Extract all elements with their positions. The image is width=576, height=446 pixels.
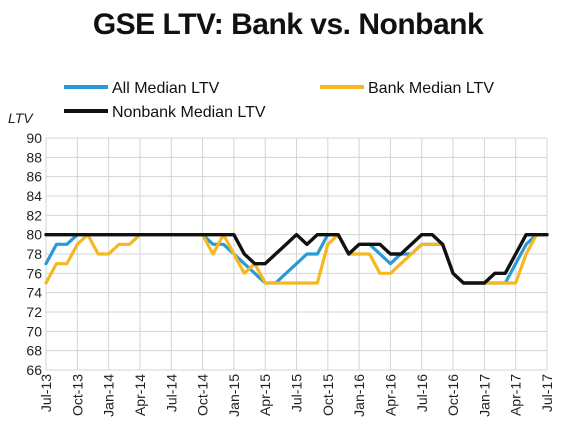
axis-layer: 66 68 70 72 74 76 78 80 82 84 86 88 90 Jul-13 Oct-13 Ja… (26, 130, 555, 417)
legend-label: Bank Median LTV (368, 80, 494, 97)
x-tick-label: Apr-15 (257, 374, 273, 416)
legend: All Median LTV Bank Median LTV Nonbank Med… (64, 80, 494, 121)
x-tick-label: Jul-16 (414, 374, 430, 412)
x-tick-label: Jan-16 (351, 374, 367, 417)
x-tick-label: Jul-17 (539, 374, 555, 412)
y-tick-label: 86 (26, 169, 42, 185)
x-tick-label: Apr-14 (132, 374, 148, 416)
grid-layer (45, 137, 548, 371)
y-tick-label: 76 (26, 265, 42, 281)
chart-title: GSE LTV: Bank vs. Nonbank (92, 8, 484, 41)
x-tick-label: Oct-14 (195, 374, 211, 416)
y-tick-label: 84 (26, 188, 42, 204)
x-tick-label: Jul-13 (38, 374, 54, 412)
y-tick-label: 80 (26, 227, 42, 243)
y-tick-label: 82 (26, 207, 42, 223)
legend-label: All Median LTV (112, 80, 220, 97)
x-tick-label: Oct-15 (320, 374, 336, 416)
y-tick-label: 74 (26, 285, 42, 301)
x-tick-label: Oct-13 (69, 374, 85, 416)
y-tick-label: 72 (26, 304, 42, 320)
x-tick-label: Oct-16 (445, 374, 461, 416)
x-tick-label: Jan-15 (226, 374, 242, 417)
series-line-nonbank-median-ltv (44, 232, 549, 285)
y-tick-label: 66 (26, 362, 42, 378)
series-layer (44, 232, 549, 285)
y-tick-label: 90 (26, 130, 42, 146)
legend-label: Nonbank Median LTV (112, 104, 266, 121)
y-tick-label: 88 (26, 149, 42, 165)
y-tick-label: 78 (26, 246, 42, 262)
x-tick-label: Apr-16 (382, 374, 398, 416)
x-tick-label: Jan-17 (476, 374, 492, 417)
x-tick-label: Jul-14 (163, 374, 179, 412)
x-tick-label: Jan-14 (101, 374, 117, 417)
y-axis-label: LTV (8, 110, 34, 126)
x-tick-label: Apr-17 (508, 374, 524, 416)
y-tick-label: 70 (26, 323, 42, 339)
x-tick-label: Jul-15 (289, 374, 305, 412)
y-tick-label: 68 (26, 343, 42, 359)
